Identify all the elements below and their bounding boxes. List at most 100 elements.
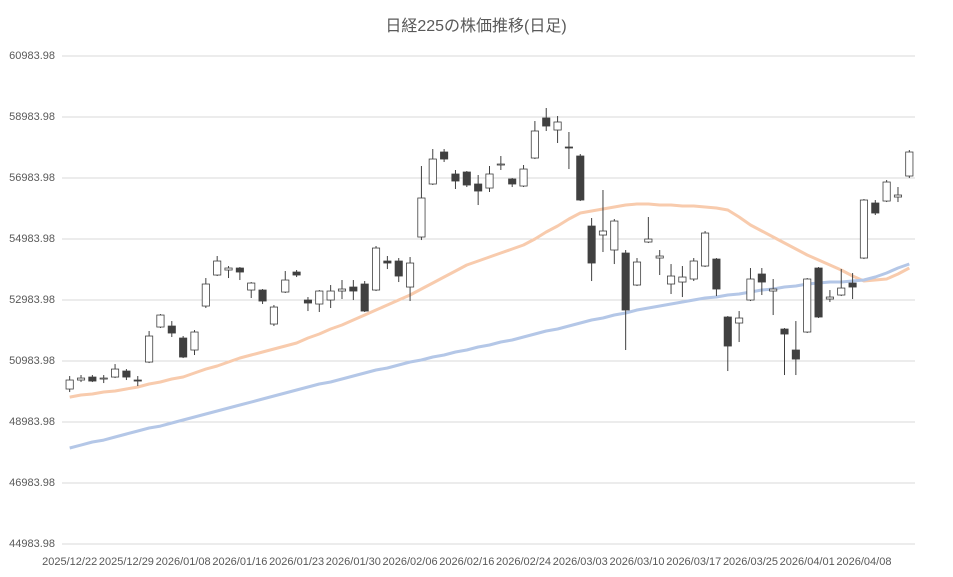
y-tick-label: 58983.98 — [9, 111, 55, 123]
candle-body — [179, 337, 188, 358]
candle-body — [76, 377, 86, 381]
candle-body — [326, 290, 335, 301]
candle-body — [224, 267, 233, 271]
candle-body — [723, 316, 732, 347]
candle-body — [530, 130, 539, 159]
y-tick-label: 44983.98 — [9, 538, 55, 550]
y-tick-label: 48983.98 — [9, 416, 55, 428]
candle-body — [428, 158, 437, 185]
x-tick-label: 2026/01/16 — [212, 556, 267, 568]
candle-body — [508, 178, 517, 185]
candle-body — [803, 278, 812, 333]
candle-body — [712, 258, 721, 290]
candle-body — [111, 368, 120, 378]
candle-body — [621, 252, 630, 311]
chart-title: 日経225の株価推移(日足) — [385, 17, 566, 35]
y-tick-label: 60983.98 — [9, 50, 55, 62]
x-tick-label: 2026/03/25 — [723, 556, 778, 568]
candle-body — [292, 271, 301, 276]
y-tick-label: 46983.98 — [9, 477, 55, 489]
candle-body — [360, 283, 369, 312]
x-tick-label: 2026/02/06 — [383, 556, 438, 568]
y-tick-label: 50983.98 — [9, 355, 55, 367]
candle-body — [882, 181, 891, 202]
x-tick-label: 2026/02/24 — [496, 556, 551, 568]
candle-body — [769, 288, 778, 292]
candle-body — [258, 289, 267, 302]
candle-body — [88, 376, 97, 382]
candle-body — [905, 151, 914, 177]
candle-body — [394, 260, 403, 277]
candle-body — [701, 232, 710, 267]
x-tick-label: 2026/04/08 — [836, 556, 891, 568]
candle-body — [519, 168, 528, 187]
x-tick-label: 2026/02/16 — [439, 556, 494, 568]
x-tick-label: 2026/01/23 — [269, 556, 324, 568]
candle-body — [814, 267, 823, 318]
candle-body — [655, 255, 664, 259]
candle-body — [780, 328, 789, 335]
candle-body — [213, 260, 222, 276]
x-tick-label: 2026/01/08 — [156, 556, 211, 568]
candle-body — [735, 317, 744, 324]
candle-body — [145, 335, 154, 363]
x-tick-label: 2025/12/22 — [42, 556, 97, 568]
candle-body — [247, 282, 256, 291]
candle-body — [462, 171, 471, 186]
candle-body — [474, 183, 483, 192]
candle-body — [496, 163, 505, 166]
candle-body — [689, 260, 698, 280]
y-tick-label: 54983.98 — [9, 233, 55, 245]
candle-body — [167, 325, 176, 334]
y-tick-label: 52983.98 — [9, 294, 55, 306]
candle-body — [564, 146, 573, 149]
candle-body — [678, 276, 687, 283]
candle-body — [235, 267, 244, 273]
candle-body — [837, 287, 846, 296]
candle-body — [156, 314, 165, 328]
candle-body — [406, 262, 415, 288]
candle-body — [542, 117, 551, 127]
x-tick-label: 2026/04/01 — [780, 556, 835, 568]
candle-body — [417, 197, 426, 238]
candle-body — [303, 299, 312, 304]
candle-body — [281, 279, 290, 293]
candle-body — [598, 230, 607, 236]
candle-body — [757, 273, 766, 283]
candle-body — [349, 286, 358, 292]
candle-body — [372, 247, 381, 291]
candle-body — [269, 306, 278, 325]
candle-body — [859, 199, 868, 259]
candle-body — [644, 238, 653, 243]
x-tick-label: 2025/12/29 — [99, 556, 154, 568]
y-tick-label: 56983.98 — [9, 172, 55, 184]
candle-body — [201, 283, 210, 307]
candle-body — [576, 155, 585, 201]
candle-body — [667, 275, 676, 285]
x-tick-label: 2026/03/10 — [609, 556, 664, 568]
candle-body — [337, 288, 347, 292]
candle-body — [587, 225, 596, 264]
candle-body — [746, 278, 755, 301]
candle-body — [610, 220, 619, 251]
candle-body — [65, 379, 74, 390]
candle-body — [553, 121, 562, 131]
candle-body — [848, 282, 857, 288]
candle-body — [190, 331, 199, 351]
candle-body — [133, 379, 142, 382]
candle-body — [451, 173, 460, 182]
moving-average-line — [69, 202, 911, 399]
candle-body — [315, 290, 324, 305]
candle-body — [440, 151, 449, 160]
candle-body — [893, 194, 903, 198]
candle-body — [791, 349, 800, 360]
x-tick-label: 2026/03/17 — [666, 556, 721, 568]
x-tick-label: 2026/03/03 — [553, 556, 608, 568]
candle-body — [871, 202, 880, 214]
x-tick-label: 2026/01/30 — [326, 556, 381, 568]
candle-body — [485, 173, 494, 189]
candle-body — [122, 370, 131, 378]
candle-body — [99, 377, 108, 380]
candle-body — [383, 260, 392, 264]
